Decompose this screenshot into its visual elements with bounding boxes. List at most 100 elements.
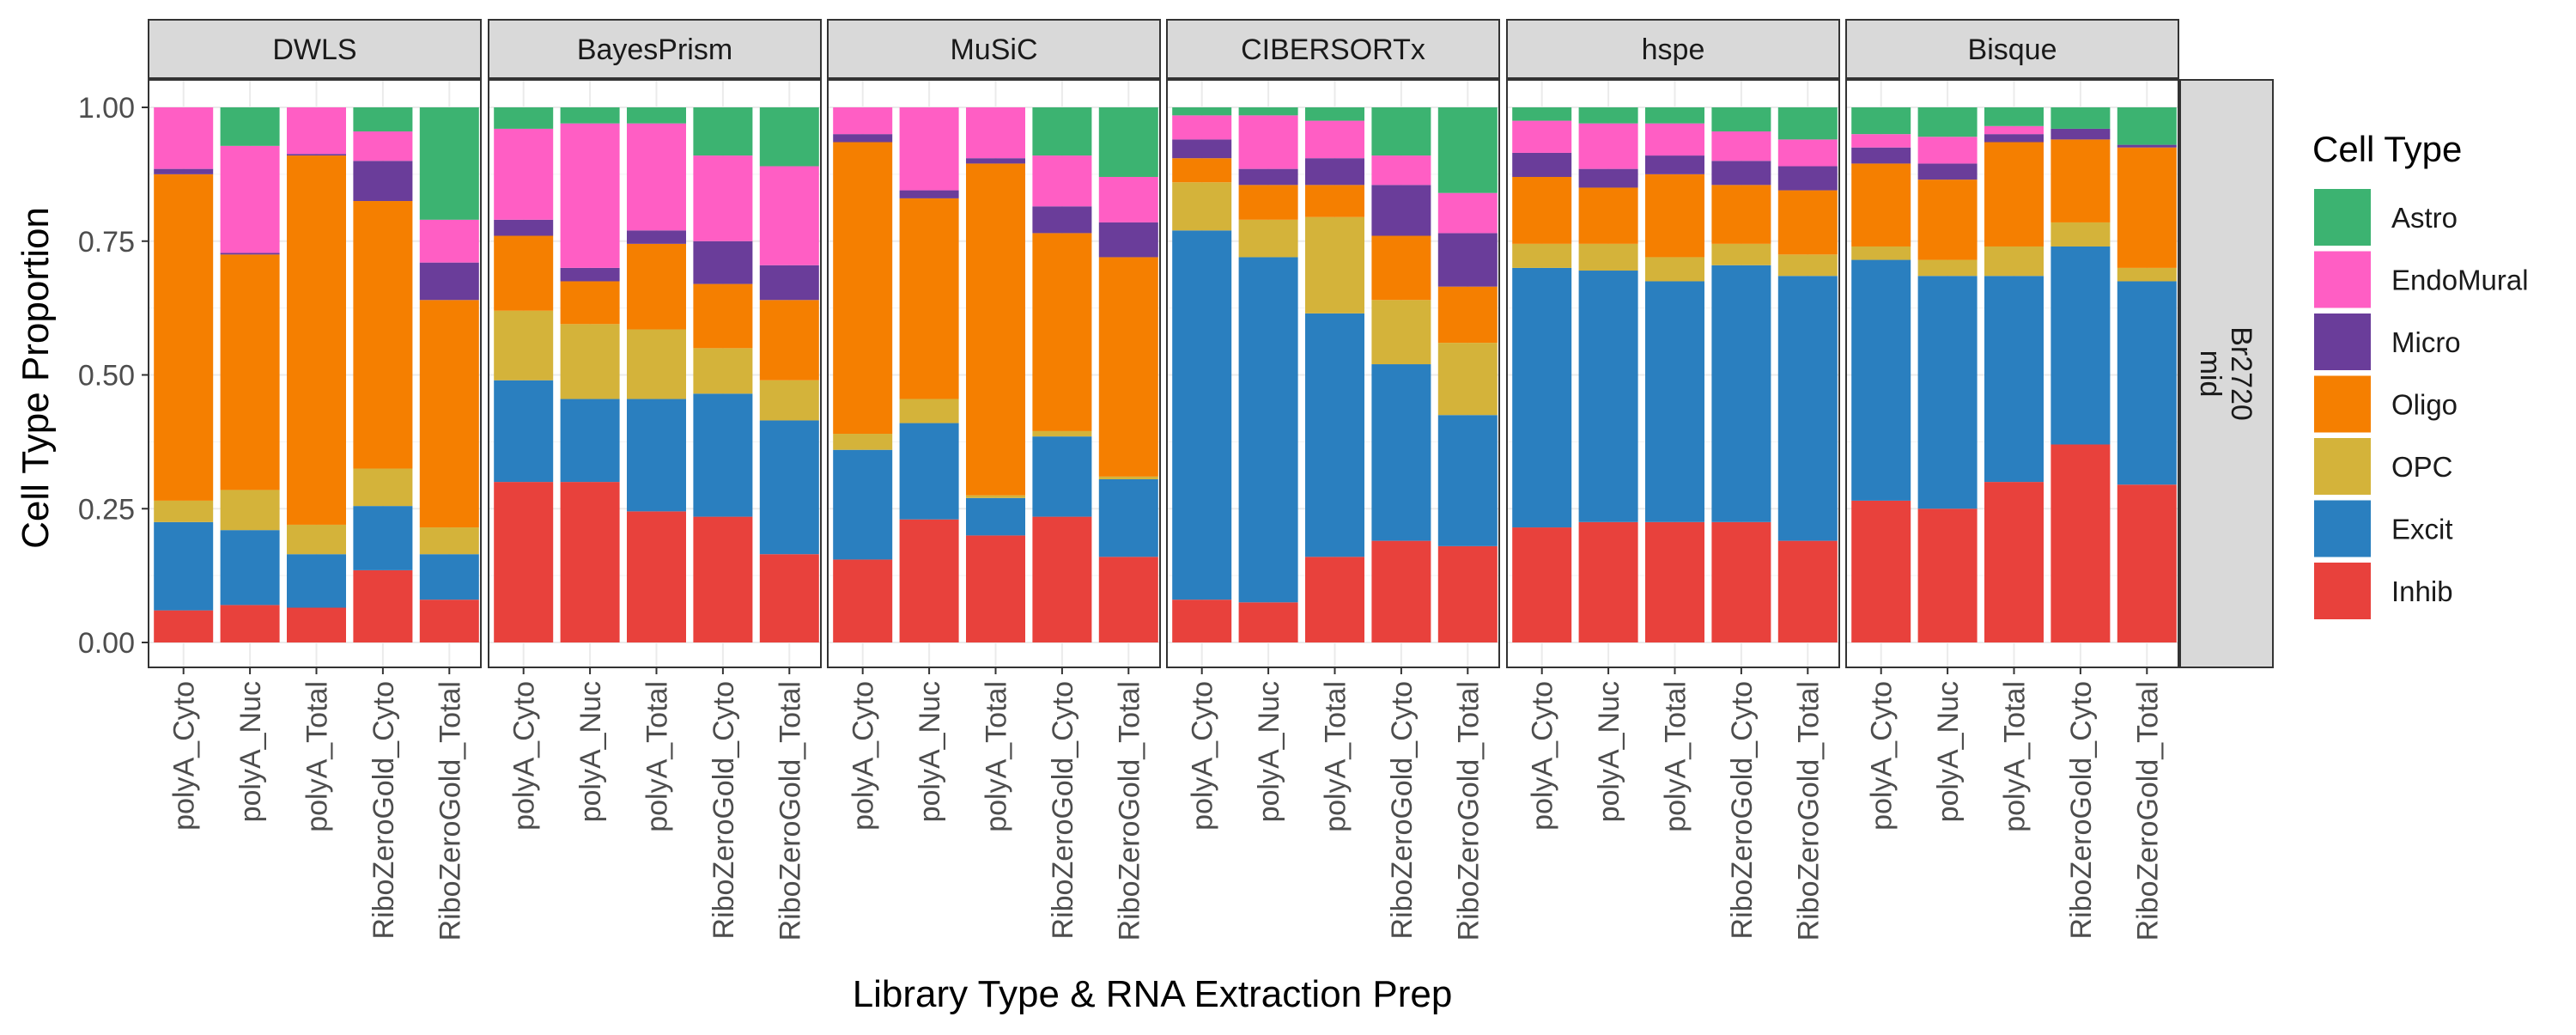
bar-segment-micro: [419, 262, 479, 301]
bar-segment-opc: [1711, 243, 1771, 265]
bar-segment-astro: [1917, 107, 1978, 137]
legend-title: Cell Type: [2312, 129, 2462, 169]
bar-polyA_Cyto: [1851, 107, 1911, 642]
bar-segment-inhib: [1172, 600, 1232, 642]
bar-segment-inhib: [1984, 482, 2044, 642]
y-tick-label: 0.75: [78, 226, 135, 259]
bar-segment-micro: [759, 265, 819, 301]
x-tick-label: polyA_Cyto: [1527, 681, 1559, 831]
facet-strip: [488, 19, 822, 79]
bar-segment-inhib: [2050, 444, 2111, 642]
x-tick-label: RiboZeroGold_Cyto: [1726, 681, 1759, 939]
bar-polyA_Nuc: [899, 107, 959, 642]
bar-segment-inhib: [1305, 557, 1364, 642]
bar-segment-excit: [1984, 276, 2044, 483]
bar-segment-micro: [693, 240, 753, 284]
bar-segment-inhib: [1851, 500, 1911, 642]
legend-label: Excit: [2391, 514, 2453, 545]
bar-segment-micro: [1172, 139, 1232, 159]
x-tick-label: polyA_Cyto: [1187, 681, 1219, 831]
bar-segment-endomural: [1711, 131, 1771, 161]
bar-segment-excit: [419, 554, 479, 600]
bar-segment-inhib: [287, 607, 346, 642]
bar-segment-excit: [1578, 271, 1638, 522]
x-tick-label: polyA_Total: [981, 681, 1013, 832]
bar-segment-excit: [833, 449, 893, 560]
bar-segment-astro: [494, 107, 554, 129]
bar-segment-oligo: [1851, 163, 1911, 247]
legend-label: Inhib: [2391, 575, 2453, 607]
bar-segment-excit: [627, 399, 686, 512]
bar-segment-excit: [2050, 246, 2111, 445]
x-tick-label: RiboZeroGold_Total: [1113, 681, 1145, 941]
bar-segment-excit: [759, 420, 819, 555]
bar-segment-oligo: [899, 198, 959, 399]
x-tick-label: polyA_Nuc: [1253, 681, 1285, 822]
y-tick-label: 1.00: [78, 92, 135, 125]
bar-segment-micro: [2050, 128, 2111, 140]
bar-polyA_Cyto: [1512, 107, 1572, 642]
facet-strip-label: CIBERSORTx: [1241, 33, 1425, 66]
bar-segment-endomural: [560, 123, 620, 268]
facet-strip: [827, 19, 1161, 79]
bar-segment-opc: [2050, 222, 2111, 247]
bar-segment-inhib: [353, 569, 413, 642]
bar-segment-inhib: [1371, 540, 1431, 642]
bar-segment-oligo: [2117, 147, 2177, 268]
bar-segment-oligo: [1238, 185, 1298, 220]
bar-segment-micro: [1512, 152, 1572, 177]
x-tick-label: polyA_Nuc: [234, 681, 267, 822]
bar-polyA_Nuc: [1238, 107, 1298, 642]
bar-segment-inhib: [494, 482, 554, 642]
bar-segment-endomural: [353, 131, 413, 161]
x-tick-label: polyA_Nuc: [574, 681, 607, 822]
bar-segment-oligo: [627, 243, 686, 330]
legend-swatch: [2314, 251, 2371, 308]
bar-polyA_Cyto: [1172, 107, 1232, 642]
panel-music: MuSiC polyA_Cyto polyA_Nuc polyA_Total RiboZ…: [827, 19, 1161, 941]
bar-segment-oligo: [759, 300, 819, 381]
bar-segment-astro: [1238, 107, 1298, 116]
bar-segment-inhib: [693, 516, 753, 642]
bar-segment-inhib: [966, 535, 1025, 642]
bar-segment-micro: [1645, 155, 1704, 174]
bar-segment-opc: [1777, 254, 1838, 277]
row-strip-box: [2179, 79, 2274, 668]
x-tick-label: RiboZeroGold_Cyto: [1386, 681, 1419, 939]
panel-border: [1845, 79, 2179, 668]
bar-segment-endomural: [1172, 115, 1232, 140]
bar-segment-opc: [1098, 476, 1158, 479]
bar-segment-excit: [1032, 436, 1092, 517]
legend-swatch: [2314, 563, 2371, 619]
x-tick-label: polyA_Cyto: [1866, 681, 1899, 831]
x-tick-label: RiboZeroGold_Cyto: [2065, 681, 2098, 939]
legend-item-astro: Astro: [2314, 189, 2458, 246]
bar-segment-opc: [1851, 246, 1911, 260]
bar-segment-inhib: [627, 511, 686, 642]
panel-border: [827, 79, 1161, 668]
bar-segment-oligo: [966, 163, 1025, 496]
bar-RiboZeroGold_Cyto: [2050, 107, 2111, 642]
bar-segment-endomural: [1238, 115, 1298, 169]
bar-segment-micro: [154, 168, 214, 174]
bar-segment-opc: [560, 324, 620, 399]
bar-polyA_Nuc: [1578, 107, 1638, 642]
bar-segment-excit: [220, 530, 280, 606]
bar-segment-opc: [1437, 343, 1498, 416]
bar-segment-astro: [1305, 107, 1364, 121]
bar-segment-excit: [1777, 276, 1838, 541]
bar-segment-endomural: [1851, 134, 1911, 148]
legend-item-oligo: Oligo: [2314, 375, 2458, 433]
legend-swatch: [2314, 189, 2371, 246]
bar-segment-oligo: [1172, 158, 1232, 183]
bar-segment-astro: [1645, 107, 1704, 124]
bar-segment-opc: [1917, 259, 1978, 277]
bar-segment-opc: [220, 490, 280, 531]
bar-segment-micro: [2117, 144, 2177, 148]
bar-segment-endomural: [1371, 155, 1431, 186]
bar-segment-astro: [2050, 107, 2111, 129]
bar-segment-oligo: [833, 142, 893, 435]
y-tick-label: 0.00: [78, 627, 135, 660]
bar-segment-endomural: [759, 166, 819, 265]
bar-segment-excit: [693, 393, 753, 517]
